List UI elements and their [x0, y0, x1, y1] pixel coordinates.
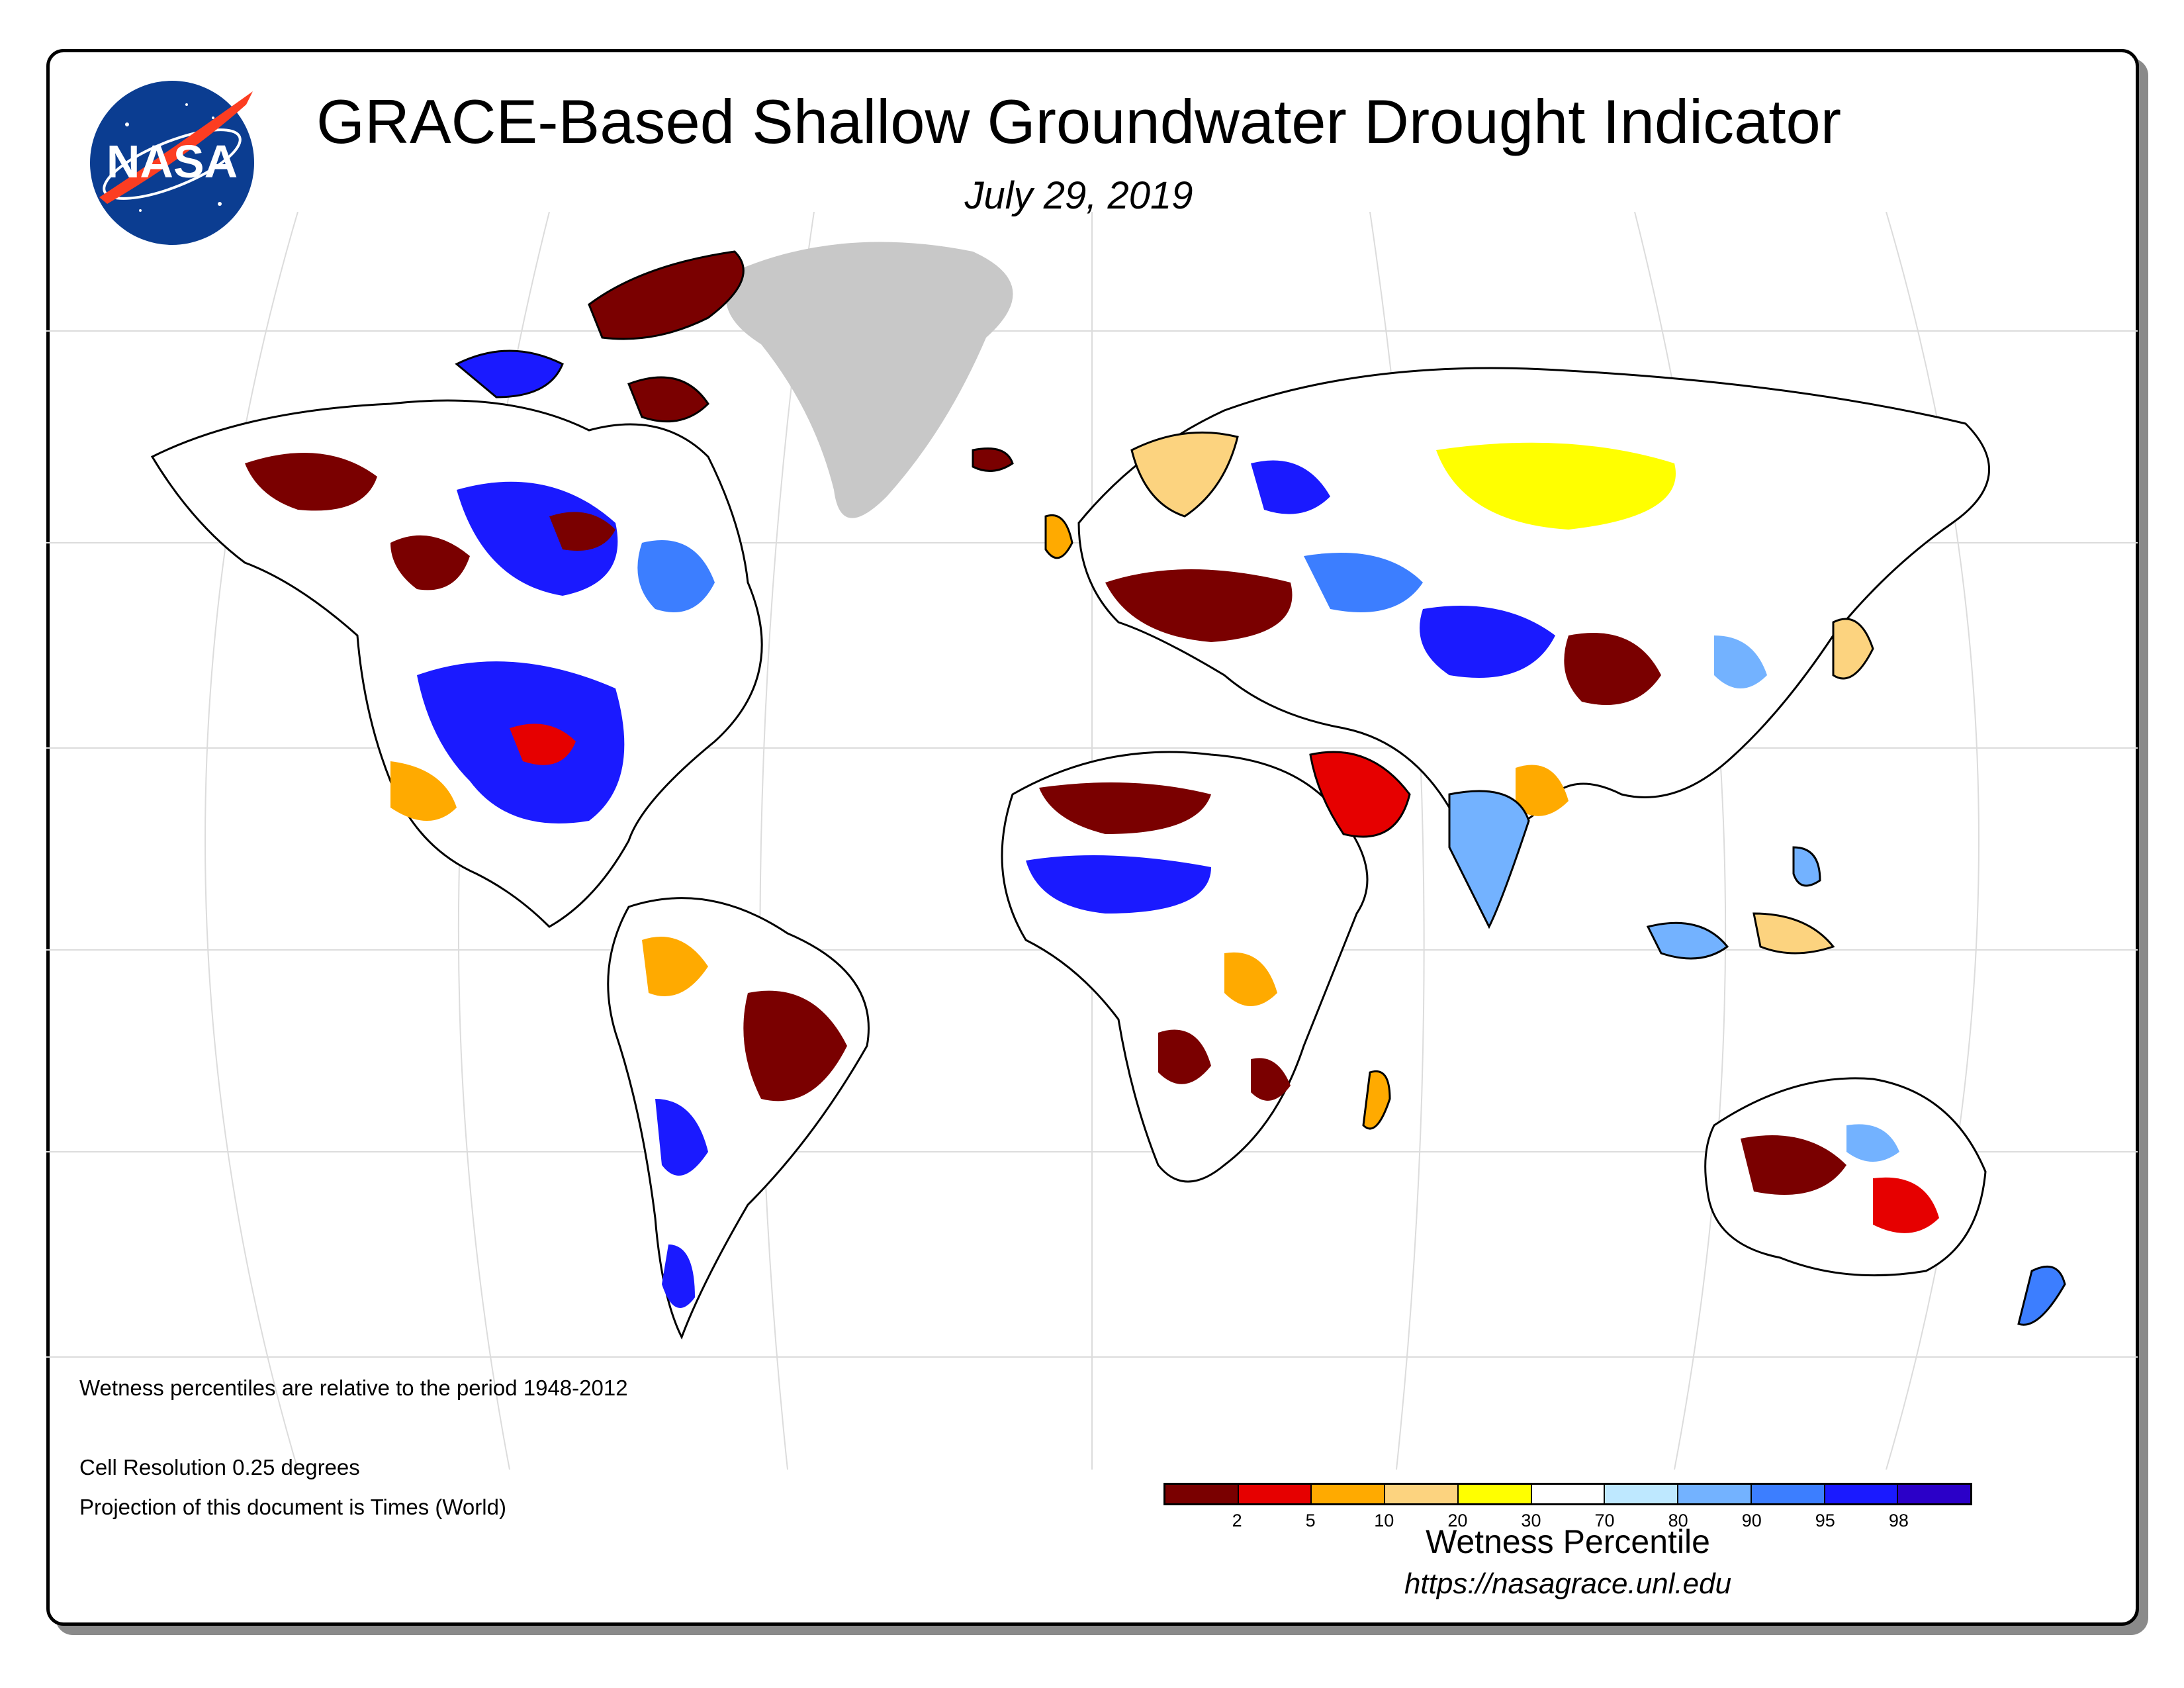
- projection-note: Projection of this document is Times (Wo…: [79, 1495, 506, 1519]
- legend-ticks: 2 5 10 20 30 70 80 90 95 98: [1163, 1511, 1972, 1537]
- legend-swatch: [1678, 1485, 1752, 1503]
- australia: [1704, 1077, 1987, 1277]
- arabia-shape: [1309, 751, 1411, 838]
- se-asia-islands: [1646, 846, 1835, 960]
- legend-swatch: [1898, 1485, 1971, 1503]
- period-note: Wetness percentiles are relative to the …: [79, 1376, 628, 1400]
- legend-swatch: [1605, 1485, 1679, 1503]
- legend-swatch: [1751, 1485, 1825, 1503]
- legend-tick-label: 5: [1305, 1511, 1316, 1530]
- legend-tick-label: 30: [1521, 1511, 1541, 1530]
- greenland-shape: [725, 242, 1013, 518]
- map-title: GRACE-Based Shallow Groundwater Drought …: [316, 87, 1842, 156]
- south-america: [607, 897, 870, 1340]
- legend-tick-label: 98: [1888, 1511, 1909, 1530]
- legend-tick-label: 70: [1594, 1511, 1615, 1530]
- legend-tick-label: 80: [1668, 1511, 1688, 1530]
- scandinavia-shape: [1130, 431, 1239, 518]
- world-map: [46, 212, 2138, 1470]
- india-shape: [1448, 790, 1530, 929]
- arctic-islands: [455, 250, 745, 423]
- legend-tick-label: 95: [1815, 1511, 1835, 1530]
- legend-swatch: [1312, 1485, 1386, 1503]
- legend-title: Wetness Percentile: [1426, 1523, 1710, 1560]
- africa: [1001, 751, 1369, 1183]
- legend-tick-label: 20: [1447, 1511, 1468, 1530]
- source-url[interactable]: https://nasagrace.unl.edu: [1404, 1568, 1732, 1600]
- legend-swatch: [1458, 1485, 1532, 1503]
- japan-shape: [1832, 618, 1874, 680]
- legend-swatch: [1238, 1485, 1312, 1503]
- map-date: July 29, 2019: [964, 174, 1193, 217]
- resolution-note: Cell Resolution 0.25 degrees: [79, 1455, 360, 1479]
- uk-shape: [1044, 514, 1073, 559]
- legend-tick-label: 90: [1741, 1511, 1762, 1530]
- legend-swatch: [1385, 1485, 1459, 1503]
- nasa-logo-text: NASA: [107, 136, 238, 187]
- new-zealand-shape: [2017, 1265, 2066, 1326]
- eurasia: [1077, 367, 1990, 829]
- legend-swatch: [1825, 1485, 1899, 1503]
- legend-swatch: [1165, 1485, 1239, 1503]
- legend-tick-label: 10: [1374, 1511, 1394, 1530]
- nasa-logo: NASA: [90, 81, 254, 245]
- legend-color-bar: [1163, 1483, 1972, 1505]
- iceland-shape: [972, 447, 1014, 472]
- legend-swatch: [1531, 1485, 1606, 1503]
- north-america: [150, 399, 763, 928]
- madagascar-shape: [1362, 1070, 1391, 1130]
- legend-tick-label: 2: [1232, 1511, 1242, 1530]
